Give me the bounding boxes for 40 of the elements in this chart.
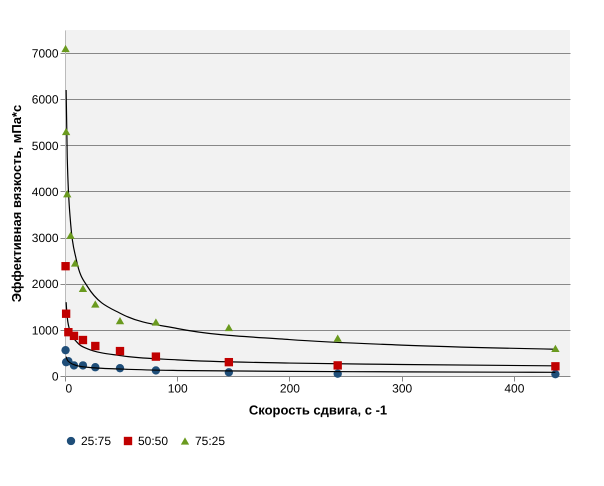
y-tick-label: 3000 — [32, 231, 59, 246]
legend-label: 50:50 — [138, 434, 168, 448]
point — [551, 344, 560, 352]
point — [78, 336, 88, 344]
x-tick-label: 200 — [280, 382, 300, 396]
point — [63, 190, 72, 198]
y-tick-label: 7000 — [32, 46, 59, 61]
point — [334, 334, 342, 342]
y-tick-label: 4000 — [32, 184, 59, 199]
point — [70, 259, 80, 267]
point — [91, 300, 100, 308]
y-tick-label: 0 — [52, 370, 59, 384]
point — [152, 318, 160, 326]
point — [116, 346, 124, 356]
x-axis-title: Скорость сдвига, с -1 — [248, 402, 388, 418]
point — [224, 324, 234, 332]
point — [70, 332, 78, 340]
y-axis-title: Эффективная вязкость, мПа*с — [8, 104, 24, 302]
x-tick-label: 100 — [168, 382, 188, 396]
x-tick-label: 300 — [392, 382, 412, 396]
y-tick-label: 2000 — [32, 277, 59, 292]
point — [224, 358, 234, 366]
point — [61, 346, 70, 354]
point — [152, 352, 160, 361]
point — [334, 361, 342, 370]
legend-label: 75:25 — [195, 434, 226, 448]
point — [62, 310, 70, 318]
y-tick-label: 6000 — [32, 92, 59, 107]
point — [551, 362, 560, 370]
x-tick-label: 400 — [504, 382, 525, 396]
point — [61, 262, 70, 270]
point — [116, 317, 124, 324]
point — [78, 284, 88, 292]
x-tick-label: 0 — [66, 382, 72, 396]
y-tick-label: 5000 — [32, 138, 59, 153]
point — [62, 128, 70, 136]
y-tick-label: 1000 — [32, 323, 59, 338]
legend-label: 25:75 — [81, 434, 112, 448]
point — [91, 342, 100, 350]
point — [66, 232, 75, 239]
